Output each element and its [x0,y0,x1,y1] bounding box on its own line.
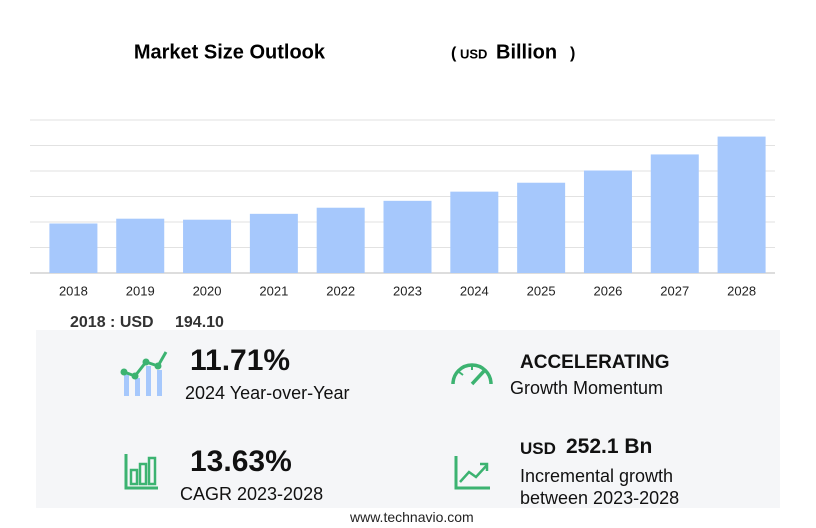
bar [116,218,165,273]
kpi-caption: CAGR 2023-2028 [180,484,324,504]
growth-icon [120,351,168,396]
bar [316,207,365,273]
kpi-caption: between 2023-2028 [520,488,680,508]
bars-icon [124,454,158,490]
x-tick-label: 2025 [527,283,556,298]
x-tick-label: 2023 [393,283,422,298]
x-tick-label: 2027 [660,283,689,298]
kpi-value: 13.63% [190,445,292,478]
kpi-caption: Incremental growth [520,466,674,486]
x-tick-label: 2028 [727,283,756,298]
x-tick-label: 2018 [59,283,88,298]
unit-currency: USD [460,46,487,61]
bar [717,136,766,273]
x-tick-label: 2019 [126,283,155,298]
chart: Market Size Outlook ( USD Billion ) 2018… [30,41,775,298]
kpi-value: ACCELERATING [520,352,670,373]
x-tick-label: 2026 [593,283,622,298]
unit-name: Billion [496,41,557,63]
x-tick-label: 2020 [193,283,222,298]
trend-icon [454,456,490,490]
x-tick-label: 2022 [326,283,355,298]
kpi-currency: USD [520,439,556,458]
unit-open: ( [451,45,457,62]
bar [183,219,232,273]
unit-close: ) [570,45,575,62]
bar [583,170,632,273]
bar [517,182,566,273]
kpi-caption: 2024 Year-over-Year [185,383,350,403]
bar [49,223,98,273]
bar [249,213,298,273]
footer: www.technavio.com [350,509,474,525]
base-value: 194.10 [175,314,224,331]
base-label: 2018 : USD [70,314,154,331]
x-tick-label: 2024 [460,283,489,298]
x-tick-label: 2021 [259,283,288,298]
chart-title: Market Size Outlook [134,41,326,63]
kpi-value: 11.71% [190,344,291,377]
bar [450,191,499,273]
bar [650,154,699,273]
bar [383,200,432,273]
kpi-caption: Growth Momentum [510,378,664,398]
kpi-value: 252.1 Bn [566,435,653,458]
gauge-icon [451,363,493,386]
